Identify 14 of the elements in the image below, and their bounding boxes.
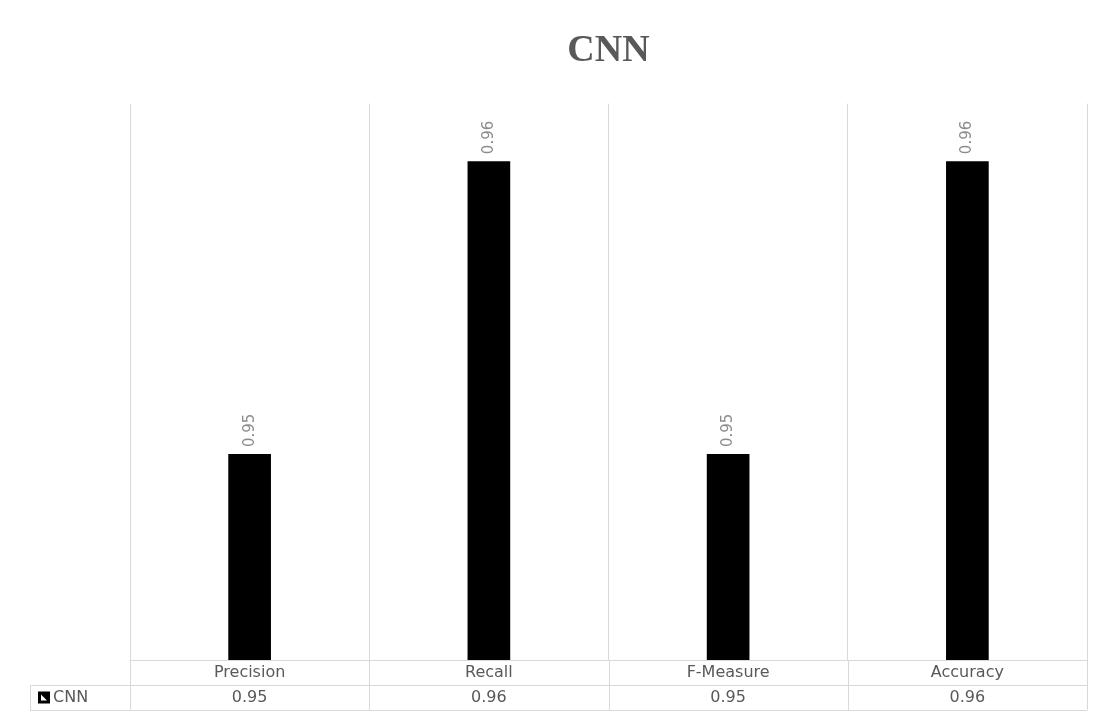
data-label: 0.95 (710, 686, 746, 706)
data-label: 0.96 (949, 686, 986, 706)
annotation: 0.96 (478, 120, 497, 155)
x-tick-label: F-Measure (686, 661, 770, 681)
legend-label: CNN (53, 686, 89, 706)
chart-title: CNN (567, 26, 650, 69)
x-tick-label: Precision (213, 661, 286, 681)
x-tick-label: Accuracy (930, 661, 1004, 681)
annotation: 0.96 (957, 120, 976, 155)
data-label: 0.96 (471, 686, 507, 706)
x-tick-label: Recall (465, 661, 513, 681)
annotation: 0.95 (239, 413, 258, 448)
data-label: 0.95 (231, 686, 268, 706)
annotation: 0.95 (718, 413, 737, 448)
